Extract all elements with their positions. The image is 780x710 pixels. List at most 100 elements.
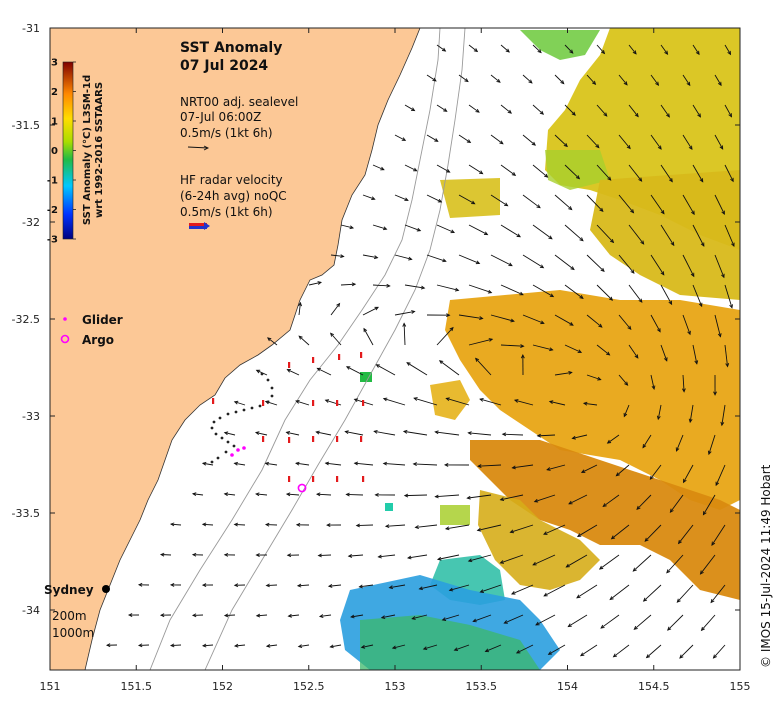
current-arrow bbox=[628, 164, 642, 182]
current-arrowhead bbox=[712, 654, 717, 659]
current-arrowhead bbox=[297, 644, 303, 649]
current-arrowhead bbox=[686, 81, 691, 87]
current-arrowhead bbox=[577, 349, 583, 353]
current-arrowhead bbox=[169, 522, 175, 527]
current-arrowhead bbox=[412, 462, 417, 467]
current-arrowhead bbox=[340, 254, 345, 259]
current-arrowhead bbox=[548, 235, 553, 240]
current-arrow bbox=[267, 337, 278, 346]
current-arrowhead bbox=[505, 48, 510, 53]
current-arrowhead bbox=[731, 242, 735, 248]
current-arrowhead bbox=[543, 592, 548, 597]
current-arrowhead bbox=[669, 508, 674, 513]
hf-radar-markers bbox=[212, 352, 365, 482]
current-arrowhead bbox=[386, 283, 391, 288]
current-arrowhead bbox=[298, 301, 303, 307]
hf-radar-marker bbox=[288, 362, 291, 368]
current-arrow bbox=[202, 462, 214, 466]
current-arrow bbox=[547, 464, 566, 471]
current-arrowhead bbox=[391, 645, 397, 650]
current-arrowhead bbox=[728, 113, 732, 118]
current-arrowhead bbox=[403, 493, 409, 498]
current-arrowhead bbox=[636, 505, 641, 511]
current-arrowhead bbox=[691, 210, 695, 216]
current-arrow bbox=[404, 164, 417, 172]
current-arrowhead bbox=[508, 262, 513, 267]
hf-radar-marker bbox=[312, 357, 315, 363]
current-arrowhead bbox=[666, 569, 671, 574]
current-arrow bbox=[266, 644, 278, 647]
current-arrowhead bbox=[597, 376, 602, 381]
current-arrow bbox=[442, 614, 460, 621]
current-arrow bbox=[602, 494, 620, 507]
current-arrowhead bbox=[702, 511, 707, 516]
current-arrow bbox=[564, 164, 580, 179]
current-arrow bbox=[325, 462, 342, 466]
current-arrow bbox=[613, 644, 630, 658]
current-arrowhead bbox=[511, 465, 516, 470]
current-arrowhead bbox=[666, 113, 670, 118]
current-arrow bbox=[490, 314, 515, 322]
current-arrow bbox=[683, 464, 694, 483]
hfradar-label-line2: (6-24h avg) noQC bbox=[180, 189, 287, 203]
current-arrow bbox=[346, 366, 364, 376]
current-arrowhead bbox=[169, 643, 175, 648]
current-arrowhead bbox=[436, 556, 442, 561]
current-arrowhead bbox=[717, 333, 722, 338]
current-arrowhead bbox=[223, 492, 229, 497]
current-arrow bbox=[316, 431, 332, 436]
current-arrowhead bbox=[105, 643, 111, 648]
current-arrowhead bbox=[443, 463, 449, 467]
glider-dot bbox=[220, 436, 224, 440]
current-arrowhead bbox=[373, 429, 378, 434]
current-arrow bbox=[689, 404, 694, 423]
current-arrowhead bbox=[539, 110, 545, 115]
hf-radar-marker bbox=[288, 437, 291, 443]
current-arrow bbox=[458, 74, 469, 82]
current-arrowhead bbox=[644, 537, 649, 542]
current-arrow bbox=[234, 644, 246, 647]
current-arrowhead bbox=[687, 330, 691, 336]
current-arrow bbox=[394, 194, 409, 201]
current-arrow bbox=[724, 164, 734, 182]
current-arrow bbox=[473, 614, 492, 622]
current-arrowhead bbox=[324, 399, 330, 403]
current-arrow bbox=[583, 402, 598, 406]
hf-radar-marker bbox=[360, 436, 363, 442]
colorbar-label-line2: wrt 1992-2016 SSTAARS bbox=[94, 82, 105, 218]
current-arrow bbox=[618, 74, 628, 86]
current-arrowhead bbox=[511, 172, 517, 176]
current-arrowhead bbox=[380, 615, 386, 620]
current-arrow bbox=[586, 74, 596, 85]
argo-legend-symbol bbox=[60, 334, 70, 344]
current-arrowhead bbox=[537, 49, 542, 54]
x-tick-label: 154.5 bbox=[638, 680, 670, 693]
current-arrow bbox=[596, 104, 608, 117]
current-arrowhead bbox=[201, 583, 207, 587]
current-arrowhead bbox=[612, 653, 618, 658]
current-arrowhead bbox=[719, 145, 724, 150]
current-arrow bbox=[330, 303, 340, 316]
glider-track bbox=[210, 372, 274, 464]
current-arrowhead bbox=[434, 494, 439, 499]
current-arrow bbox=[445, 524, 470, 530]
current-arrowhead bbox=[626, 144, 631, 150]
current-arrow bbox=[511, 584, 534, 595]
glider-legend-label: Glider bbox=[82, 313, 123, 327]
current-arrowhead bbox=[233, 522, 239, 527]
current-arrow bbox=[682, 374, 685, 392]
current-arrowhead bbox=[496, 78, 501, 83]
current-arrow bbox=[692, 344, 698, 364]
glider-legend-symbol bbox=[63, 317, 67, 321]
glider-dot bbox=[232, 444, 236, 448]
current-arrowhead bbox=[373, 255, 379, 260]
current-arrow bbox=[468, 224, 488, 235]
glider-magenta-points bbox=[230, 446, 246, 457]
current-arrowhead bbox=[656, 415, 661, 421]
current-arrow bbox=[586, 314, 603, 328]
current-arrow bbox=[361, 644, 374, 648]
current-arrow bbox=[436, 284, 459, 291]
current-arrow bbox=[385, 524, 406, 527]
current-arrowhead bbox=[345, 492, 350, 497]
current-arrowhead bbox=[579, 237, 584, 242]
